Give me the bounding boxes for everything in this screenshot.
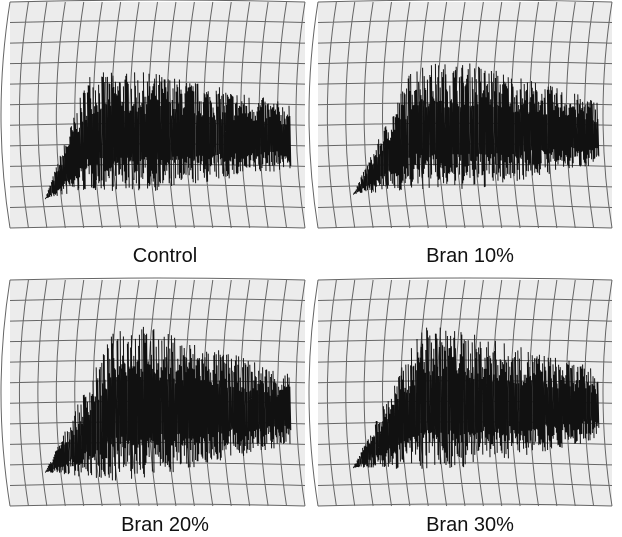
panel-label: Control [133,245,197,267]
trace [45,326,292,481]
chart-panel [308,0,613,229]
chart-panel [0,0,306,229]
panel-label: Bran 20% [121,514,209,536]
trace [45,72,292,200]
chart-panel [308,277,613,507]
panel-label: Bran 10% [426,245,514,267]
chart-panel [0,277,306,507]
panel-label: Bran 30% [426,514,514,536]
trace [353,63,600,195]
trace [353,327,600,469]
panels [0,0,613,507]
